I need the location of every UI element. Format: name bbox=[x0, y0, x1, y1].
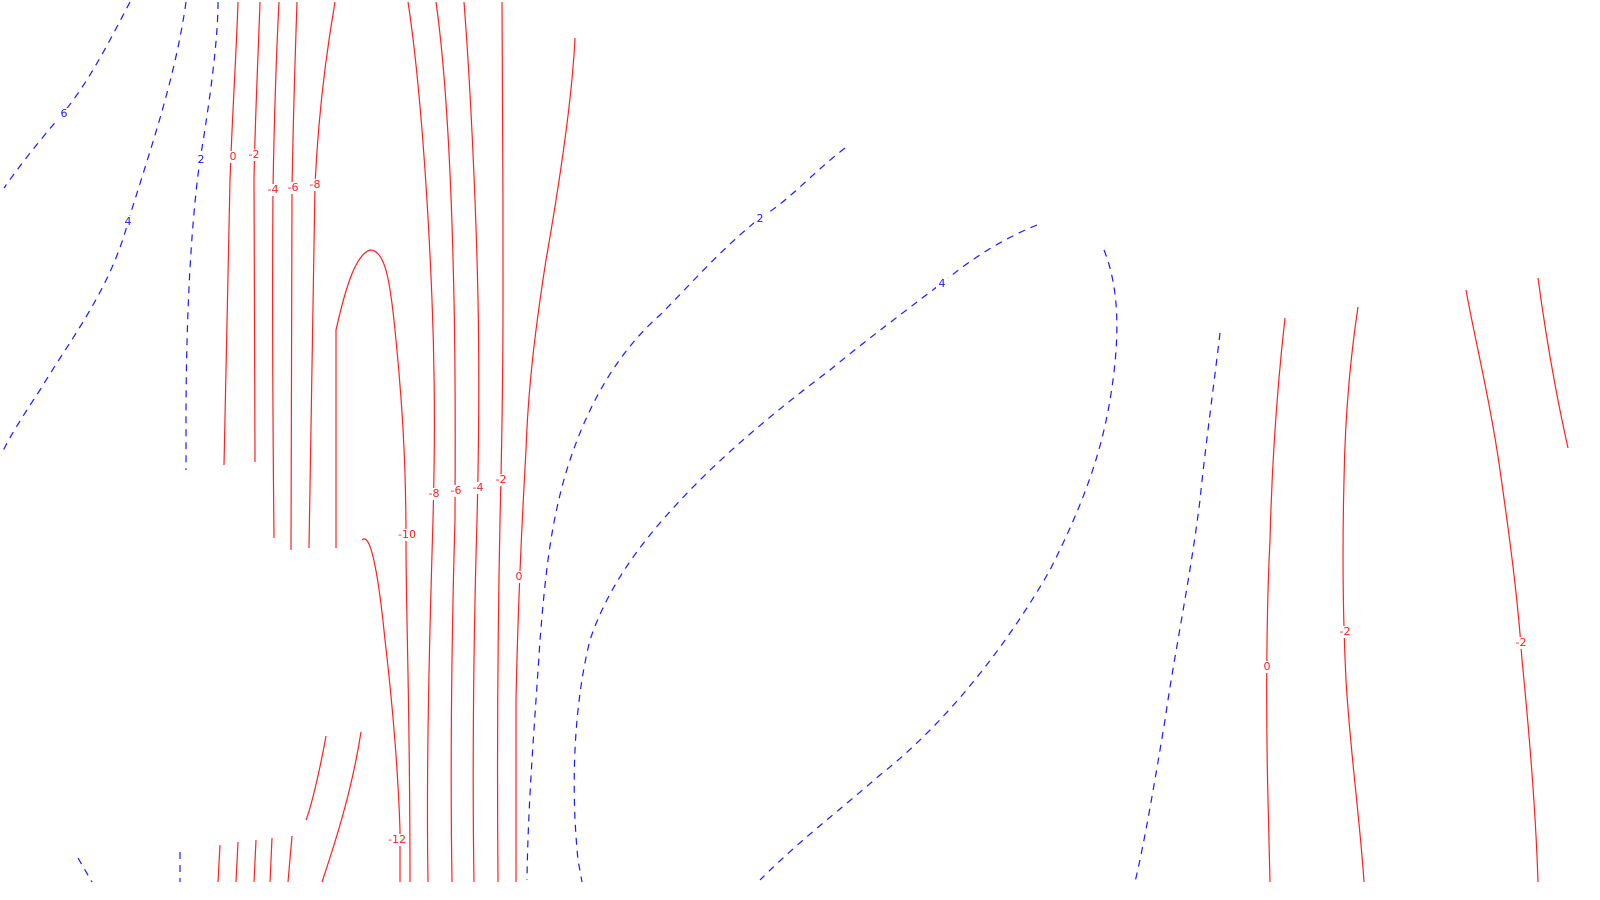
contour-label-bg bbox=[227, 151, 239, 163]
contour-line-bottom-c bbox=[253, 839, 257, 883]
contour-label: -10 bbox=[398, 528, 416, 541]
contour-label-bg bbox=[1336, 626, 1354, 638]
contour-line-m4-mid bbox=[463, 1, 480, 883]
contour-line-m2-mid bbox=[497, 1, 504, 883]
contour-line-bottom-left-a bbox=[77, 857, 93, 883]
contour-line-bottom-b bbox=[235, 841, 239, 883]
contour-label-bg bbox=[492, 474, 510, 486]
contour-label-bg bbox=[395, 529, 419, 541]
contour-label: -8 bbox=[429, 487, 440, 500]
contour-label: -2 bbox=[496, 473, 507, 486]
contour-label: -2 bbox=[249, 148, 260, 161]
contour-label-bg bbox=[122, 216, 134, 228]
contour-label: 6 bbox=[61, 107, 68, 120]
contour-line-m6-top bbox=[290, 1, 298, 551]
contour-label-bg bbox=[936, 278, 948, 290]
contour-line-m8-mid bbox=[407, 1, 435, 883]
contour-line-bottom-d bbox=[269, 837, 273, 883]
negative-contours bbox=[217, 1, 1569, 883]
contour-label: -8 bbox=[310, 178, 321, 191]
contour-line-m10-loop bbox=[335, 249, 411, 883]
contour-line-m2-right2 bbox=[1465, 289, 1539, 883]
contour-label-bg bbox=[245, 149, 263, 161]
contour-label-bg bbox=[1512, 637, 1530, 649]
contour-label-bg bbox=[1261, 661, 1273, 673]
contour-line-2-left bbox=[185, 1, 219, 470]
contour-label-bg bbox=[306, 179, 324, 191]
contour-line-2-center bbox=[526, 147, 846, 881]
contour-line-m2-right1 bbox=[1342, 306, 1365, 883]
contour-label-bg bbox=[264, 184, 282, 196]
contour-label: 0 bbox=[516, 570, 523, 583]
contour-label-bg bbox=[513, 571, 525, 583]
contour-label: -4 bbox=[473, 481, 484, 494]
contour-label-bg bbox=[447, 485, 465, 497]
contour-line-bottom-f bbox=[305, 735, 327, 821]
contour-line-4-center-east bbox=[759, 249, 1118, 881]
contour-line-2-right bbox=[1134, 332, 1221, 883]
contour-line-bottom-a bbox=[217, 844, 221, 883]
contour-line-m6-mid bbox=[435, 1, 456, 883]
contour-label: -4 bbox=[268, 183, 279, 196]
contour-line-4-left bbox=[0, 1, 187, 456]
contour-label: 2 bbox=[757, 212, 764, 225]
contour-line-6 bbox=[3, 1, 131, 189]
contour-line-m10-branch bbox=[361, 538, 401, 882]
contour-label: -6 bbox=[451, 484, 462, 497]
contour-label: -6 bbox=[288, 181, 299, 194]
contour-line-far-right bbox=[1537, 277, 1569, 449]
contour-line-bottom-g bbox=[321, 731, 362, 883]
contour-line-m2-top bbox=[253, 1, 261, 463]
contour-label: 4 bbox=[125, 215, 132, 228]
contour-line-bottom-e bbox=[287, 835, 293, 883]
contour-label: 2 bbox=[198, 153, 205, 166]
contour-label: 0 bbox=[230, 150, 237, 163]
contour-label-bg bbox=[385, 834, 409, 846]
positive-contours bbox=[0, 1, 1221, 883]
contour-label: 4 bbox=[939, 277, 946, 290]
contour-line-m8-top bbox=[308, 1, 336, 549]
contour-label-bg bbox=[754, 213, 766, 225]
contour-label: -2 bbox=[1340, 625, 1351, 638]
contour-line-0-mid bbox=[515, 37, 576, 882]
contour-line-m4-top bbox=[271, 1, 280, 539]
contour-line-0-right bbox=[1266, 317, 1286, 883]
contour-label-bg bbox=[195, 154, 207, 166]
contour-label: -2 bbox=[1516, 636, 1527, 649]
contour-labels: 6 2 4 2 4 0 -2 -4 -6 -8 -8 -6 -4 -2 -10 0 -12 0 -2 -2 bbox=[58, 107, 1530, 846]
contour-label-bg bbox=[469, 482, 487, 494]
contour-label-bg bbox=[58, 108, 70, 120]
contour-label-bg bbox=[425, 488, 443, 500]
contour-line-4-center bbox=[573, 224, 1038, 883]
contour-label: -12 bbox=[388, 833, 406, 846]
contour-label-bg bbox=[284, 182, 302, 194]
contour-line-0-top bbox=[223, 1, 239, 466]
contour-label: 0 bbox=[1264, 660, 1271, 673]
